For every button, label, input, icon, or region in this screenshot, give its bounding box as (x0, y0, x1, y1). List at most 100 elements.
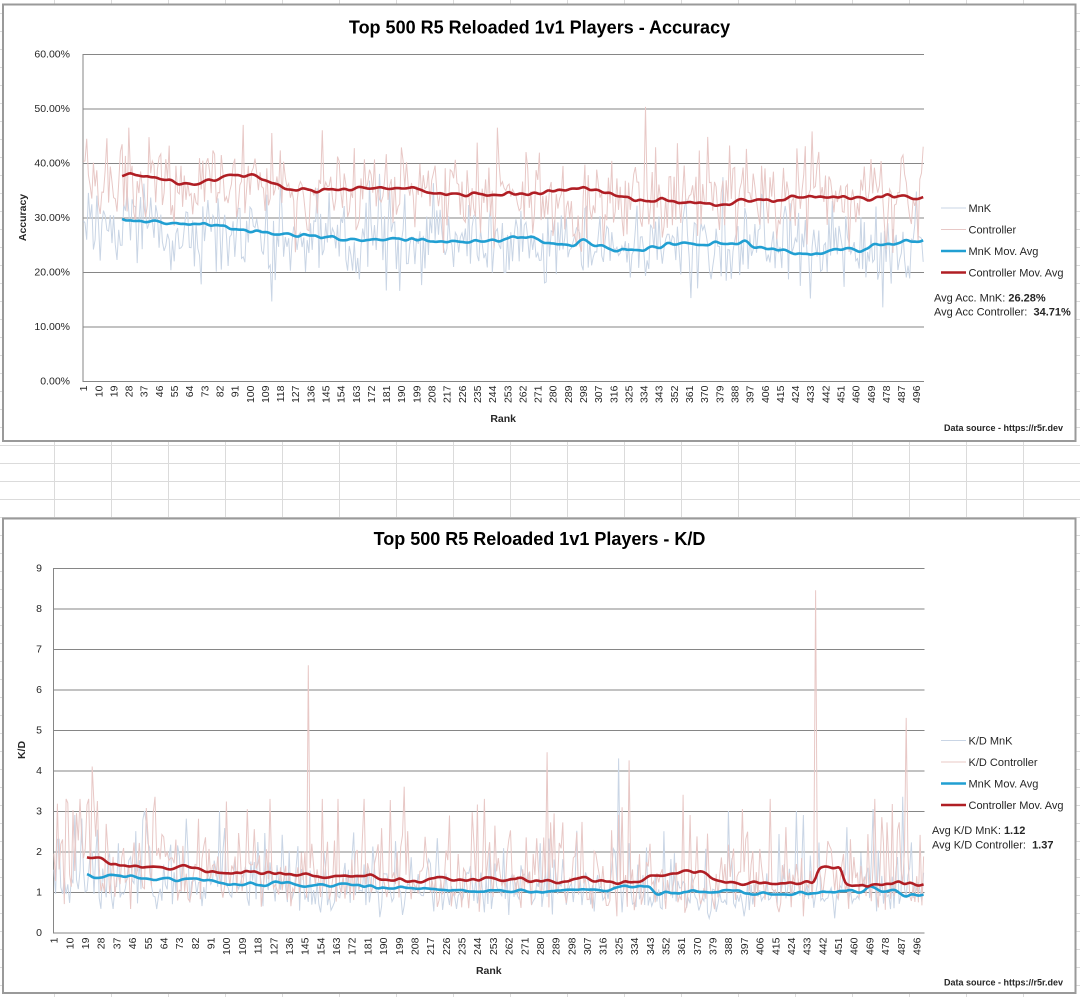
svg-text:307: 307 (593, 385, 605, 403)
svg-text:352: 352 (661, 937, 673, 955)
svg-text:208: 208 (410, 937, 422, 955)
svg-text:100: 100 (221, 937, 233, 955)
svg-text:370: 370 (692, 937, 704, 955)
svg-text:451: 451 (833, 937, 845, 955)
svg-text:8: 8 (36, 603, 42, 615)
svg-text:6: 6 (36, 684, 42, 696)
svg-text:370: 370 (699, 385, 711, 403)
svg-text:316: 316 (598, 937, 610, 955)
svg-text:190: 190 (378, 937, 390, 955)
svg-text:2: 2 (36, 846, 42, 858)
svg-text:280: 280 (548, 385, 560, 403)
svg-text:244: 244 (472, 937, 484, 955)
svg-text:MnK: MnK (969, 203, 992, 215)
svg-text:190: 190 (396, 385, 408, 403)
svg-text:K/D Controller: K/D Controller (969, 757, 1038, 769)
svg-text:181: 181 (362, 937, 374, 955)
svg-text:163: 163 (331, 937, 343, 955)
svg-text:127: 127 (290, 385, 302, 403)
svg-text:Avg Acc. MnK: 26.28%: Avg Acc. MnK: 26.28% (934, 293, 1046, 305)
svg-text:352: 352 (669, 385, 681, 403)
svg-text:82: 82 (215, 385, 227, 397)
svg-text:64: 64 (184, 385, 196, 397)
svg-text:118: 118 (253, 937, 265, 954)
svg-text:343: 343 (645, 937, 657, 955)
svg-text:1: 1 (78, 385, 90, 391)
svg-text:4: 4 (36, 765, 42, 777)
svg-text:280: 280 (535, 937, 547, 955)
svg-text:406: 406 (760, 385, 772, 403)
svg-text:334: 334 (639, 385, 651, 403)
svg-text:37: 37 (111, 937, 123, 949)
svg-text:109: 109 (260, 385, 272, 403)
svg-text:487: 487 (896, 937, 908, 955)
svg-text:181: 181 (381, 385, 393, 403)
svg-text:64: 64 (159, 937, 171, 949)
svg-text:379: 379 (708, 937, 720, 955)
svg-text:199: 199 (394, 937, 406, 955)
svg-text:118: 118 (275, 385, 287, 402)
svg-text:109: 109 (237, 937, 249, 955)
svg-text:262: 262 (517, 385, 529, 403)
svg-text:172: 172 (366, 385, 378, 403)
svg-text:496: 496 (912, 937, 924, 955)
svg-text:388: 388 (730, 385, 742, 403)
svg-text:20.00%: 20.00% (34, 267, 70, 279)
svg-text:424: 424 (786, 937, 798, 955)
svg-text:Avg Acc Controller: 34.71%: Avg Acc Controller: 34.71% (934, 307, 1071, 319)
svg-text:235: 235 (457, 937, 469, 955)
svg-text:46: 46 (154, 385, 166, 397)
svg-text:469: 469 (864, 937, 876, 955)
svg-text:478: 478 (880, 937, 892, 955)
svg-text:46: 46 (127, 937, 139, 949)
svg-text:478: 478 (881, 385, 893, 403)
svg-text:Avg K/D Controller: 1.37: Avg K/D Controller: 1.37 (932, 840, 1053, 852)
svg-text:30.00%: 30.00% (34, 212, 70, 224)
svg-text:253: 253 (502, 385, 514, 403)
svg-text:Controller: Controller (969, 225, 1017, 237)
svg-text:217: 217 (425, 937, 437, 955)
svg-text:154: 154 (336, 385, 348, 403)
svg-text:Data source - https://r5r.dev: Data source - https://r5r.dev (944, 423, 1063, 433)
svg-text:37: 37 (139, 385, 151, 397)
svg-text:316: 316 (608, 385, 620, 403)
svg-text:10: 10 (93, 385, 105, 397)
svg-text:298: 298 (566, 937, 578, 955)
svg-text:82: 82 (190, 937, 202, 949)
svg-text:442: 442 (820, 385, 832, 403)
svg-text:388: 388 (723, 937, 735, 955)
svg-text:40.00%: 40.00% (34, 158, 70, 170)
svg-text:361: 361 (684, 385, 696, 403)
svg-text:5: 5 (36, 725, 42, 737)
svg-text:397: 397 (739, 937, 751, 955)
svg-text:442: 442 (817, 937, 829, 955)
svg-text:298: 298 (578, 385, 590, 403)
svg-text:235: 235 (472, 385, 484, 403)
svg-text:MnK Mov. Avg: MnK Mov. Avg (969, 246, 1039, 258)
svg-text:334: 334 (629, 937, 641, 955)
svg-text:Top 500 R5 Reloaded 1v1 Player: Top 500 R5 Reloaded 1v1 Players - Accura… (349, 18, 730, 38)
svg-text:496: 496 (911, 385, 923, 403)
svg-text:91: 91 (206, 937, 218, 949)
svg-text:Rank: Rank (490, 413, 516, 425)
svg-text:7: 7 (36, 644, 42, 656)
svg-text:0.00%: 0.00% (40, 376, 70, 388)
svg-text:415: 415 (775, 385, 787, 403)
svg-text:415: 415 (770, 937, 782, 955)
svg-text:10: 10 (64, 937, 76, 949)
svg-text:325: 325 (613, 937, 625, 955)
svg-text:Controller Mov. Avg: Controller Mov. Avg (969, 268, 1064, 280)
svg-text:199: 199 (411, 385, 423, 403)
svg-text:Data source - https://r5r.dev: Data source - https://r5r.dev (944, 978, 1063, 988)
svg-text:460: 460 (851, 385, 863, 403)
svg-text:433: 433 (802, 937, 814, 955)
svg-text:325: 325 (623, 385, 635, 403)
svg-text:3: 3 (36, 806, 42, 818)
svg-text:1: 1 (49, 937, 61, 943)
svg-text:0: 0 (36, 927, 42, 939)
svg-text:60.00%: 60.00% (34, 49, 70, 61)
svg-text:9: 9 (36, 563, 42, 575)
svg-text:10.00%: 10.00% (34, 321, 70, 333)
svg-text:433: 433 (805, 385, 817, 403)
svg-text:145: 145 (321, 385, 333, 403)
